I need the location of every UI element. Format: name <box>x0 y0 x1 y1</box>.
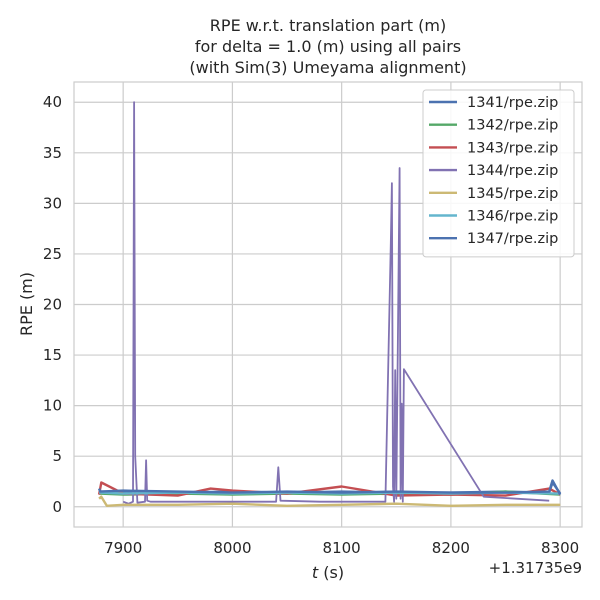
series-line-5 <box>98 495 561 507</box>
x-tick-label: 7900 <box>104 539 142 557</box>
x-offset-label: +1.31735e9 <box>489 559 582 577</box>
series-line-7 <box>97 479 562 496</box>
y-tick-label: 30 <box>43 194 62 212</box>
y-tick-labels: 0 5 10 15 20 25 30 35 40 <box>43 93 62 516</box>
x-tick-label: 8200 <box>432 539 470 557</box>
x-tick-labels: 7900 8000 8100 8200 8300 <box>104 539 579 557</box>
legend-label: 1344/rpe.zip <box>467 163 558 179</box>
chart-title-line-3: (with Sim(3) Umeyama alignment) <box>189 58 466 77</box>
legend-label: 1346/rpe.zip <box>467 209 558 225</box>
legend-label: 1343/rpe.zip <box>467 140 558 156</box>
y-tick-label: 40 <box>43 93 62 111</box>
y-tick-label: 25 <box>43 245 62 263</box>
series-line-4 <box>122 101 550 505</box>
legend-box <box>422 89 575 258</box>
x-tick-label: 8300 <box>541 539 579 557</box>
y-tick-label: 35 <box>43 144 62 162</box>
chart-title-line-2: for delta = 1.0 (m) using all pairs <box>195 37 461 56</box>
y-tick-label: 15 <box>43 346 62 364</box>
plot-series <box>97 101 562 507</box>
y-tick-label: 10 <box>43 397 62 415</box>
legend-label: 1347/rpe.zip <box>467 231 558 247</box>
x-axis-label-unit: (s) <box>318 563 344 582</box>
x-axis-label: t (s) <box>312 563 344 582</box>
y-tick-label: 5 <box>52 447 62 465</box>
legend: 1341/rpe.zip 1342/rpe.zip 1343/rpe.zip 1344… <box>422 89 575 258</box>
legend-label: 1341/rpe.zip <box>467 95 558 111</box>
legend-label: 1342/rpe.zip <box>467 118 558 134</box>
x-tick-label: 8000 <box>213 539 251 557</box>
y-tick-label: 20 <box>43 296 62 314</box>
x-tick-label: 8100 <box>323 539 361 557</box>
y-tick-label: 0 <box>52 498 62 516</box>
y-axis-label: RPE (m) <box>17 272 36 336</box>
x-axis-label-variable: t <box>312 563 319 582</box>
legend-label: 1345/rpe.zip <box>467 186 558 202</box>
chart-title-line-1: RPE w.r.t. translation part (m) <box>210 16 446 35</box>
plot-frame <box>73 81 583 528</box>
